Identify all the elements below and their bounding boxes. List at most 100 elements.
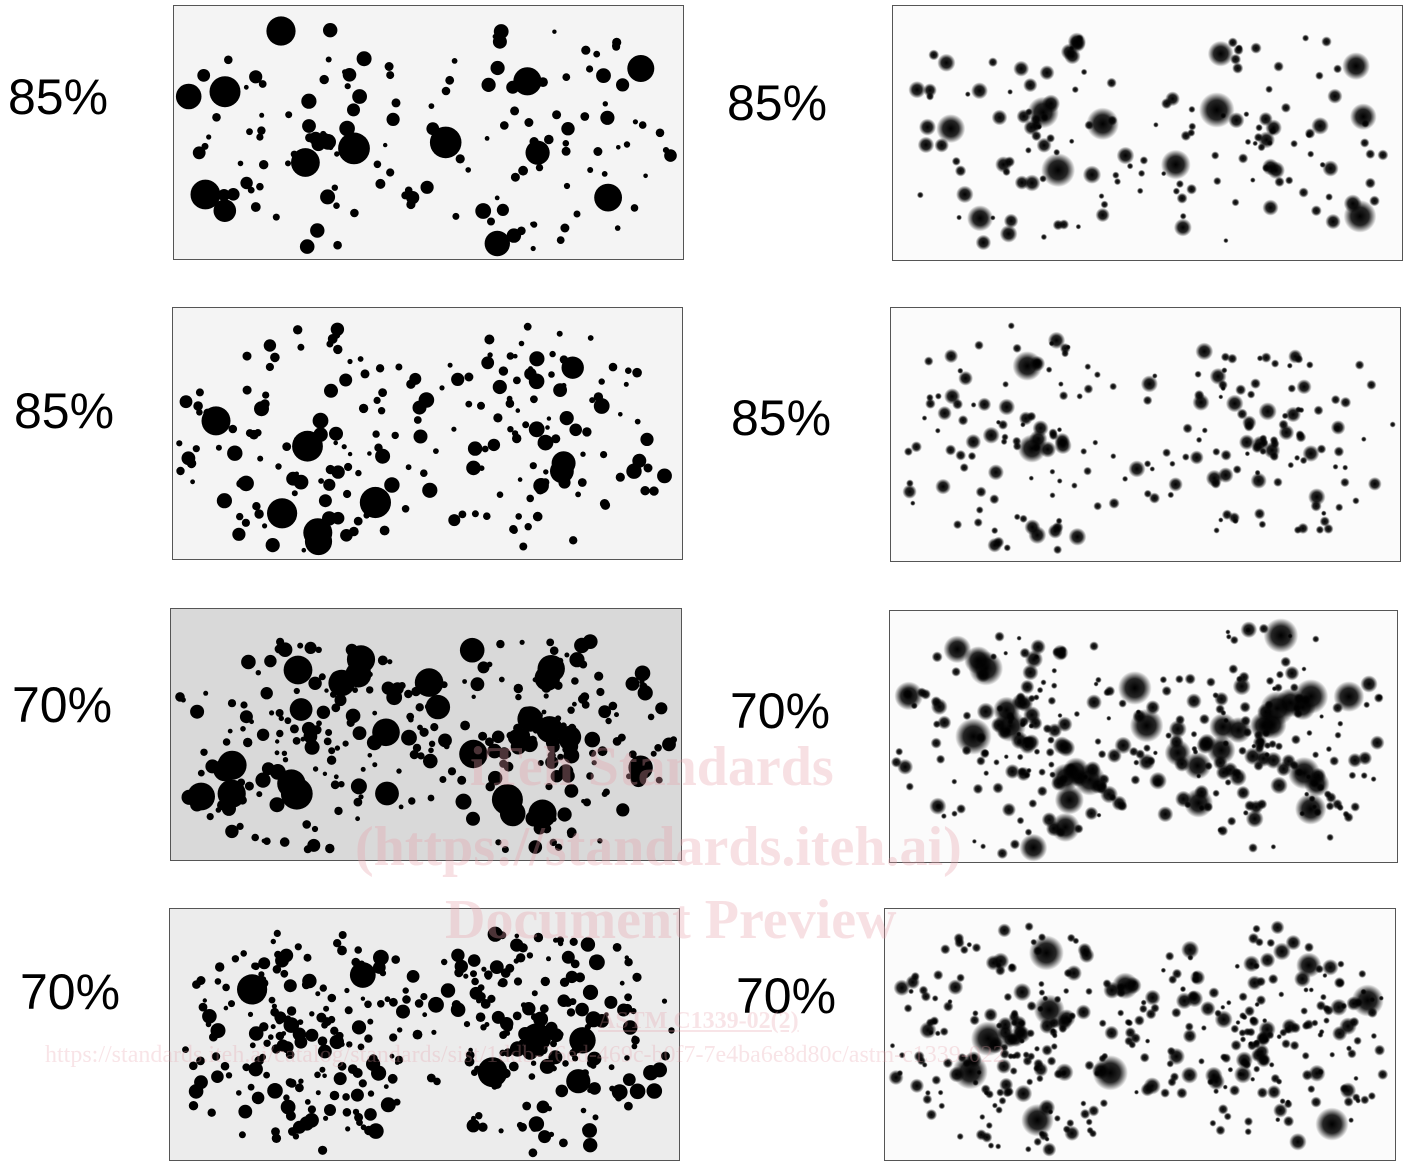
dot [1244, 800, 1256, 812]
dot [1366, 379, 1377, 390]
dot [227, 699, 237, 708]
dot [543, 469, 549, 475]
dot [546, 956, 551, 962]
dot [530, 245, 536, 252]
dot [1110, 453, 1117, 460]
dot [547, 751, 556, 760]
dot [1310, 767, 1327, 784]
dot [597, 187, 604, 194]
dot [509, 1041, 526, 1057]
dot [1088, 1105, 1100, 1117]
dot [1234, 963, 1241, 970]
dot [238, 1131, 246, 1139]
dot [522, 1002, 536, 1016]
dot [1179, 212, 1187, 220]
dot [513, 958, 519, 964]
dot [471, 694, 476, 699]
dot [624, 1055, 630, 1061]
dot [1340, 396, 1352, 408]
dot [526, 494, 534, 503]
dot [1173, 218, 1192, 237]
dot [214, 978, 222, 985]
dot [451, 372, 465, 386]
dot [419, 727, 429, 737]
dot [923, 83, 937, 98]
dot [1080, 1100, 1087, 1107]
dot [467, 441, 483, 456]
dot [991, 1102, 998, 1109]
dot [958, 370, 973, 386]
dot [1292, 703, 1302, 713]
dot [247, 1083, 255, 1091]
dot [1227, 37, 1238, 48]
dot [1033, 1137, 1042, 1147]
dot [564, 784, 579, 798]
dot-pattern-svg [182, 926, 675, 1158]
dot [502, 784, 517, 799]
dot [959, 945, 969, 955]
dot [975, 732, 987, 744]
dot [1221, 509, 1233, 520]
dot [338, 132, 370, 165]
dot [631, 1043, 638, 1050]
dot [1196, 773, 1202, 779]
dot [1194, 370, 1202, 378]
dot [937, 405, 952, 421]
dot [581, 45, 591, 55]
dot [916, 191, 924, 199]
dot [1009, 839, 1021, 850]
dot [329, 1034, 344, 1050]
dot [519, 639, 525, 645]
dot [1343, 199, 1377, 233]
dot [481, 77, 496, 92]
dot [1255, 1031, 1271, 1047]
dot [536, 1100, 550, 1114]
dot [283, 979, 297, 993]
dot [1222, 1084, 1228, 1090]
dot [938, 1102, 946, 1110]
dot [561, 950, 575, 964]
dot [297, 343, 305, 351]
dot [937, 1089, 944, 1096]
dot [417, 752, 425, 760]
dot [1238, 746, 1247, 756]
dot [386, 168, 395, 177]
dot [1301, 1069, 1313, 1081]
dot [306, 247, 311, 252]
dot [564, 652, 570, 658]
dot [583, 798, 591, 807]
dot [451, 426, 457, 432]
dot [1126, 1019, 1134, 1027]
dot [1231, 198, 1240, 207]
dot [401, 729, 417, 746]
dot [1308, 1064, 1326, 1082]
dot [552, 110, 562, 120]
dot [358, 1079, 367, 1088]
dot [266, 16, 296, 46]
dot [1099, 1099, 1109, 1108]
dot [1208, 987, 1220, 999]
dot [318, 478, 324, 484]
dot [433, 448, 439, 454]
dot [301, 547, 307, 553]
dot [1137, 169, 1146, 178]
dot [198, 1002, 208, 1012]
dot [600, 110, 615, 125]
dot [283, 655, 313, 685]
dot [366, 686, 374, 694]
dot [902, 688, 913, 700]
dot [454, 968, 464, 978]
dot [1275, 1117, 1281, 1123]
dot [249, 70, 263, 84]
dot [383, 142, 388, 148]
percent-label-row3-right: 70% [730, 683, 831, 739]
dot [281, 1031, 287, 1036]
dot [1230, 1039, 1242, 1051]
dot [333, 344, 343, 355]
dot [1311, 1019, 1319, 1027]
dot [518, 165, 528, 176]
dot [559, 411, 574, 426]
dot [1278, 424, 1295, 441]
dot [1238, 992, 1248, 1002]
dot [1258, 520, 1267, 529]
